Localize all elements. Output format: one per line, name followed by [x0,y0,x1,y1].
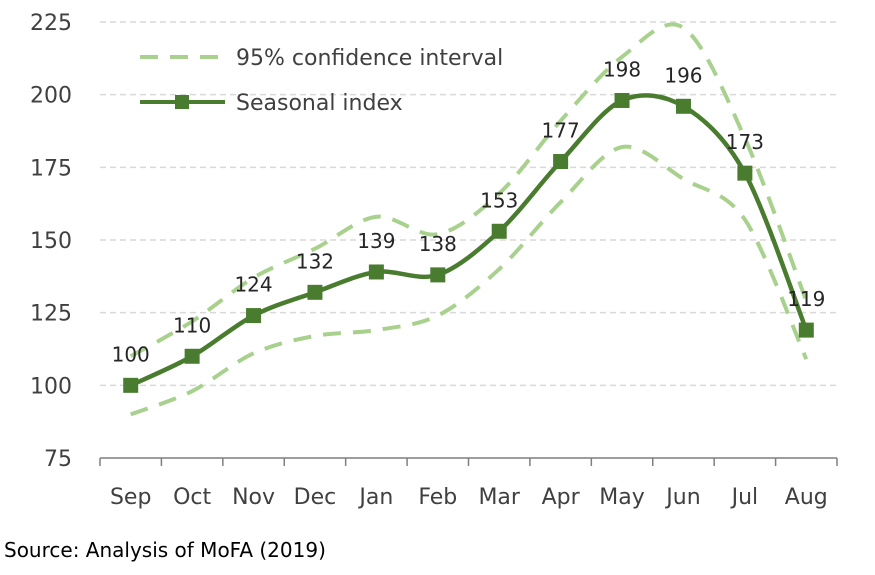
x-tick-label: Mar [478,485,520,510]
y-tick-label: 150 [30,229,72,254]
gridlines [100,21,837,387]
x-tick-label: May [599,485,644,510]
x-tick-label: Apr [542,485,581,510]
data-label: 138 [419,232,457,256]
x-tick-label: Nov [232,485,275,510]
x-tick-label: Sep [110,485,151,510]
data-label: 124 [234,273,272,297]
data-label: 177 [542,119,580,143]
seasonal-index-marker [123,377,139,393]
seasonal-index-marker [798,322,814,338]
seasonal-index-marker [737,165,753,181]
x-tick-label: Jun [664,485,700,510]
y-tick-label: 175 [30,156,72,181]
x-tick-label: Jul [730,485,759,510]
seasonal-index-marker [307,284,323,300]
x-tick-label: Jan [357,485,393,510]
source-note: Source: Analysis of MoFA (2019) [4,538,326,562]
x-tick-label: Aug [785,485,828,510]
y-tick-label: 125 [30,302,72,327]
y-tick-label: 200 [30,84,72,109]
seasonal-index-marker [553,154,569,170]
legend-seasonal-label: Seasonal index [236,91,403,116]
seasonal-index-chart: 75 100 125 150 175 200 225 Sep Oct Nov Dec Jan Feb M… [30,11,838,510]
legend: 95% confidence interval Seasonal index [140,46,503,116]
data-label: 153 [480,188,518,212]
data-label: 100 [112,342,150,366]
seasonal-index-marker [614,92,630,108]
data-label: 119 [787,287,825,311]
seasonal-index-marker [184,348,200,364]
legend-ci-label: 95% confidence interval [236,46,503,71]
data-label: 196 [664,63,702,87]
x-tick-label: Feb [418,485,457,510]
x-tick-label: Dec [294,485,337,510]
x-axis: Sep Oct Nov Dec Jan Feb Mar Apr May Jun Jul Aug [99,457,838,510]
seasonal-index-marker [675,98,691,114]
y-axis: 75 100 125 150 175 200 225 [30,11,72,472]
data-labels: 100 110 124 132 139 138 153 177 198 196 173 119 [112,57,826,366]
seasonal-index-marker [430,267,446,283]
data-label: 198 [603,57,641,81]
data-label: 139 [357,229,395,253]
data-label: 110 [173,313,211,337]
seasonal-index-marker [491,223,507,239]
seasonal-index-marker [246,308,262,324]
ci-lower-line [130,144,809,417]
seasonal-index-marker [368,264,384,280]
y-tick-label: 100 [30,374,72,399]
y-tick-label: 225 [30,11,72,36]
series-layer [123,22,814,417]
x-tick-label: Oct [173,485,211,510]
legend-seasonal-marker [175,95,189,109]
y-tick-label: 75 [44,447,72,472]
data-label: 173 [726,130,764,154]
ci-upper-line [129,22,809,359]
data-label: 132 [296,249,334,273]
